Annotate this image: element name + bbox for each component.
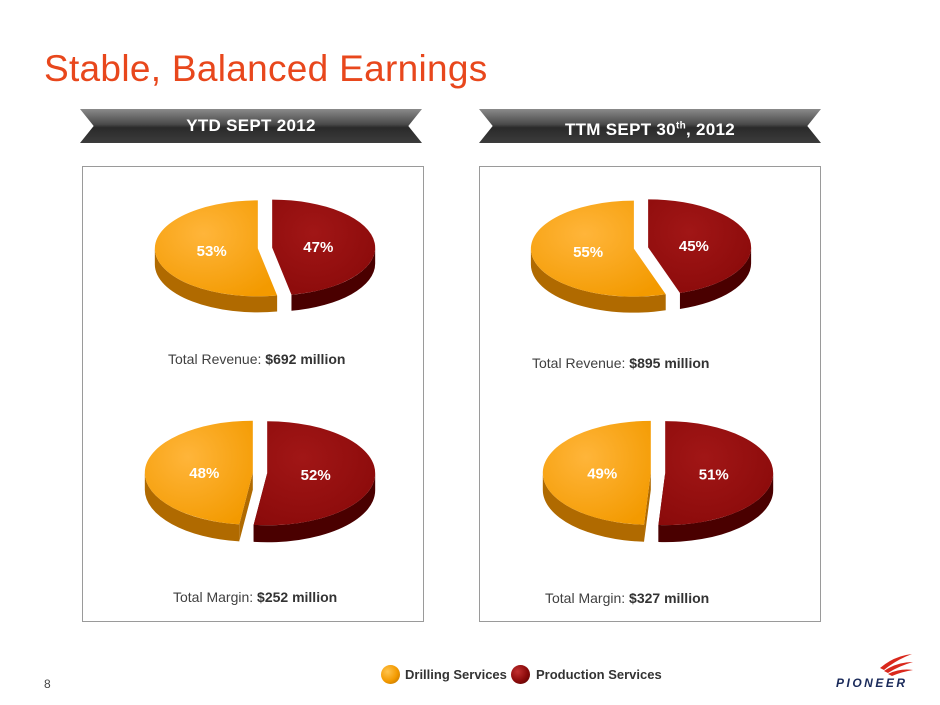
production-slice-label: 51% — [699, 467, 729, 484]
legend-drilling-label: Drilling Services — [405, 667, 507, 682]
ttm-revenue-pie: 45% 55% — [530, 199, 752, 313]
drilling-slice-label: 55% — [573, 244, 603, 261]
production-slice: 52% — [253, 421, 376, 543]
legend-production-label: Production Services — [536, 667, 662, 682]
logo-wordmark: PIONEER — [836, 676, 908, 690]
ttm-margin-caption: Total Margin: $327 million — [545, 590, 710, 606]
production-slice-label: 47% — [303, 239, 333, 256]
ttm-revenue-caption: Total Revenue: $895 million — [532, 355, 710, 371]
drilling-slice: 48% — [144, 420, 253, 542]
legend-drilling-swatch — [381, 665, 400, 684]
ytd-revenue-pie: 47% 53% — [154, 199, 376, 313]
drilling-slice-label: 49% — [587, 465, 617, 482]
drilling-slice-label: 48% — [189, 465, 219, 482]
drilling-slice: 55% — [530, 200, 666, 313]
ytd-revenue-caption: Total Revenue: $692 million — [168, 351, 346, 367]
production-slice-label: 45% — [679, 238, 709, 255]
page-number: 8 — [44, 677, 51, 691]
ytd-header-label: YTD SEPT 2012 — [186, 116, 316, 135]
pioneer-logo — [880, 654, 913, 676]
ytd-margin-pie: 52% 48% — [144, 420, 376, 543]
ttm-header-label: TTM SEPT 30th, 2012 — [564, 119, 736, 139]
legend-production-swatch — [511, 665, 530, 684]
drilling-slice: 53% — [154, 200, 278, 313]
drilling-slice: 49% — [542, 420, 651, 542]
production-slice-label: 52% — [301, 467, 331, 484]
ttm-margin-pie: 51% 49% — [542, 420, 774, 543]
production-slice: 47% — [272, 199, 376, 311]
ytd-header-banner: YTD SEPT 2012 — [80, 109, 422, 143]
production-slice: 45% — [648, 199, 752, 309]
ytd-margin-caption: Total Margin: $252 million — [173, 589, 338, 605]
page-title: Stable, Balanced Earnings — [44, 48, 488, 89]
ttm-header-banner: TTM SEPT 30th, 2012 — [479, 109, 821, 143]
drilling-slice-label: 53% — [197, 243, 227, 260]
production-slice: 51% — [658, 421, 774, 543]
